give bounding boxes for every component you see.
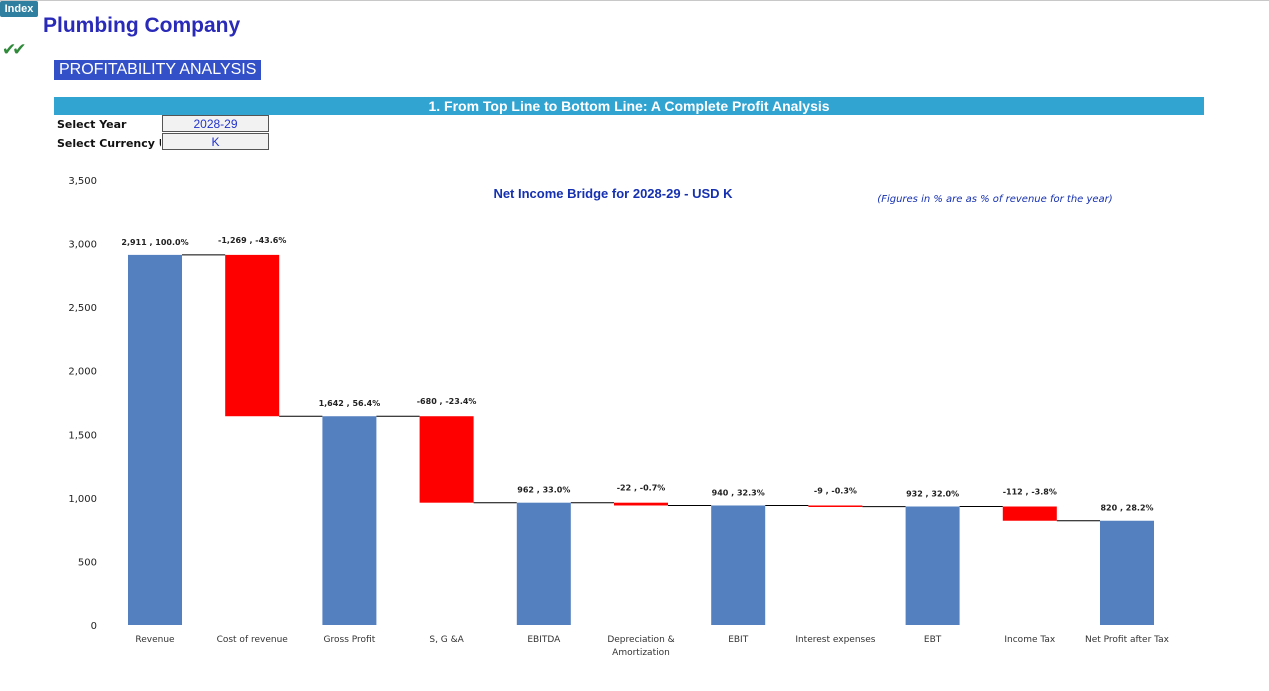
data-label: -1,269 , -43.6% bbox=[218, 236, 286, 245]
data-label: 962 , 33.0% bbox=[517, 486, 570, 495]
y-tick-label: 3,500 bbox=[68, 176, 97, 187]
data-label: 1,642 , 56.4% bbox=[319, 399, 381, 408]
x-axis: Revenue Cost of revenue Gross Profit S, G &… bbox=[135, 635, 1169, 658]
bars bbox=[128, 254, 1154, 625]
bar-interest-expenses bbox=[808, 505, 863, 507]
x-tick-label: EBIT bbox=[728, 635, 749, 645]
connector-lines bbox=[182, 254, 1100, 522]
bar-ebit bbox=[711, 505, 766, 625]
y-axis: 0 500 1,000 1,500 2,000 2,500 3,000 3,500 bbox=[68, 176, 97, 632]
x-tick-label: Depreciation & bbox=[607, 635, 674, 645]
x-tick-label: Income Tax bbox=[1004, 635, 1056, 645]
y-tick-label: 3,000 bbox=[68, 240, 97, 251]
x-tick-label: Net Profit after Tax bbox=[1085, 635, 1170, 645]
select-year-label: Select Year bbox=[57, 118, 127, 131]
bar-net-profit-after-tax bbox=[1100, 520, 1154, 625]
y-tick-label: 500 bbox=[78, 557, 97, 568]
data-label: -680 , -23.4% bbox=[417, 397, 477, 406]
x-tick-label: Interest expenses bbox=[795, 635, 875, 645]
year-select[interactable]: 2028-29 bbox=[162, 115, 269, 132]
bar-gross-profit bbox=[322, 416, 377, 625]
bar-cost-of-revenue bbox=[225, 254, 280, 417]
x-tick-label: EBT bbox=[924, 635, 942, 645]
data-labels: 2,911 , 100.0% -1,269 , -43.6% 1,642 , 56.… bbox=[121, 236, 1153, 513]
y-tick-label: 2,500 bbox=[68, 303, 97, 314]
y-tick-label: 2,000 bbox=[68, 367, 97, 378]
data-label: 2,911 , 100.0% bbox=[121, 238, 188, 247]
bar-ebitda bbox=[516, 502, 571, 625]
bar-s-g-a bbox=[419, 416, 474, 503]
data-label: 932 , 32.0% bbox=[906, 490, 959, 499]
y-tick-label: 1,000 bbox=[68, 494, 97, 505]
y-tick-label: 0 bbox=[91, 621, 97, 632]
select-currency-label: Select Currency Unit bbox=[57, 137, 161, 150]
top-border bbox=[0, 0, 1269, 1]
chart-title: Net Income Bridge for 2028-29 - USD K bbox=[493, 186, 733, 201]
x-tick-label: S, G &A bbox=[429, 635, 464, 645]
x-tick-label: Cost of revenue bbox=[217, 635, 289, 645]
x-tick-label: Amortization bbox=[612, 648, 670, 658]
checkmark-icon: ✔✔ bbox=[2, 40, 26, 60]
index-button[interactable]: Index bbox=[0, 1, 38, 17]
data-label: -9 , -0.3% bbox=[814, 486, 857, 495]
x-tick-label: Gross Profit bbox=[324, 635, 376, 645]
bar-ebt bbox=[905, 506, 960, 625]
bar-income-tax bbox=[1002, 506, 1057, 521]
bar-revenue bbox=[128, 254, 182, 625]
chart-note: (Figures in % are as % of revenue for th… bbox=[877, 194, 1112, 205]
x-tick-label: Revenue bbox=[135, 635, 175, 645]
data-label: -112 , -3.8% bbox=[1003, 488, 1057, 497]
data-label: 940 , 32.3% bbox=[712, 488, 765, 497]
y-tick-label: 1,500 bbox=[68, 430, 97, 441]
company-title: Plumbing Company bbox=[43, 14, 241, 37]
data-label: -22 , -0.7% bbox=[617, 484, 666, 493]
x-tick-label: EBITDA bbox=[527, 635, 561, 645]
data-label: 820 , 28.2% bbox=[1100, 504, 1153, 513]
bar-depreciation-amortization bbox=[614, 502, 668, 506]
currency-select[interactable]: K bbox=[162, 133, 269, 150]
analysis-banner: 1. From Top Line to Bottom Line: A Compl… bbox=[54, 97, 1204, 115]
section-title: PROFITABILITY ANALYSIS bbox=[54, 60, 262, 80]
